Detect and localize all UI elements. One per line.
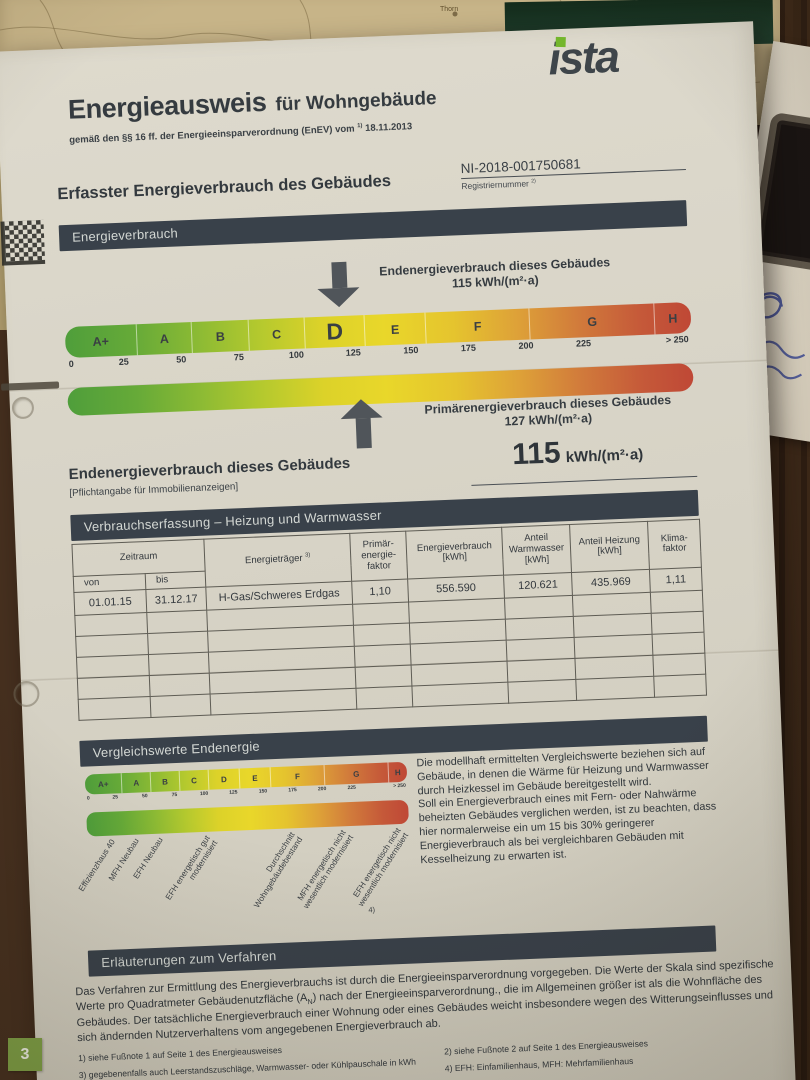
- cmp-tick: 100: [199, 790, 209, 798]
- footnotes-left: 1) siehe Fußnote 1 auf Seite 1 des Energ…: [78, 1039, 431, 1080]
- cmp-tick: 125: [229, 789, 238, 796]
- cmp-class-b: B: [149, 770, 180, 793]
- col-energietraeger-text: Energieträger: [244, 553, 303, 567]
- page-title: Energieausweis: [67, 86, 267, 125]
- cmp-class-c: C: [178, 769, 209, 791]
- arrow-shaft: [330, 261, 347, 289]
- comparison-paragraph-2: Soll ein Energieverbrauch eines mit Fern…: [417, 787, 717, 866]
- scale-class-b: B: [191, 319, 249, 354]
- cmp-footnote-mark: 4): [368, 905, 376, 915]
- arrow-shaft: [355, 417, 372, 449]
- col-primaerenergiefaktor: Primär- energie- faktor: [349, 531, 408, 581]
- scale-class-f: F: [424, 308, 531, 344]
- comparison-explanation: Die modellhaft ermittelten Vergleichswer…: [416, 745, 718, 867]
- ista-logo: ista: [547, 31, 619, 86]
- arrow-head: [317, 287, 361, 308]
- punch-hole-2: [12, 680, 40, 708]
- footnotes-right: 2) siehe Fußnote 2 auf Seite 1 des Energ…: [444, 1035, 737, 1080]
- scale-tick-max: > 250: [665, 334, 689, 345]
- col-energietraeger-sup: 3): [305, 552, 311, 560]
- cmp-tick: 175: [288, 787, 297, 794]
- cmp-class-g: G: [323, 762, 389, 786]
- arrow-head: [339, 398, 383, 420]
- scale-tick: 100: [288, 349, 305, 361]
- cmp-class-h: H: [387, 761, 408, 783]
- cmp-tick: 0: [86, 795, 90, 802]
- consumption-table: Zeitraum Energieträger 3) Primär- energi…: [71, 519, 707, 721]
- cell-heizung: 435.969: [571, 568, 651, 596]
- scale-tick: 0: [68, 358, 74, 369]
- scale-tick: 175: [460, 342, 477, 354]
- cmp-tick: 200: [317, 785, 327, 793]
- banner-energieverbrauch: Energieverbrauch: [58, 200, 688, 252]
- punch-hole: [11, 396, 35, 420]
- cmp-class-e: E: [238, 767, 271, 789]
- cell-pef: 1,10: [351, 578, 409, 604]
- scale-class-c: C: [247, 317, 305, 351]
- registration-label-text: Registriernummer: [461, 178, 530, 192]
- endenergie-unit: kWh/(m²·a): [565, 446, 644, 467]
- scale-class-h: H: [653, 301, 692, 335]
- scale-class-a-plus: A+: [92, 333, 110, 349]
- col-klimafaktor: Klima- faktor: [647, 519, 702, 569]
- endenergie-title: Endenergieverbrauch dieses Gebäudes: [68, 454, 351, 484]
- scale-class-e: E: [363, 312, 426, 347]
- document-subtitle: gemäß den §§ 16 ff. der Energieeinsparve…: [69, 121, 412, 146]
- cmp-tick: 50: [141, 793, 148, 800]
- energy-certificate-page: Energieausweis für Wohngebäude gemäß den…: [0, 21, 799, 1080]
- scale-class-a: A: [135, 322, 193, 356]
- endenergie-number: 115: [511, 436, 562, 472]
- cmp-class-a-plus: A+: [97, 779, 109, 789]
- footnote-4: 4) EFH: Einfamilienhaus, MFH: Mehrfamili…: [444, 1056, 634, 1074]
- subtitle-footnote-sup: 1): [357, 123, 363, 130]
- endenergie-arrow-label: Endenergieverbrauch dieses Gebäudes 115 …: [364, 255, 625, 296]
- cmp-class-f: F: [269, 765, 325, 788]
- registration-block: NI-2018-001750681 Registriernummer 2): [460, 152, 686, 191]
- comparison-gradient-band: [86, 799, 409, 837]
- scale-class-d-highlighted: D: [303, 315, 365, 349]
- page-number-badge: 3: [8, 1038, 42, 1071]
- section-title: Erfasster Energieverbrauch des Gebäudes: [57, 171, 392, 204]
- cmp-class-a: A: [121, 772, 151, 794]
- endenergie-subtitle: [Pflichtangabe für Immobilienanzeigen]: [69, 481, 239, 500]
- datamatrix-code-icon: [0, 219, 46, 266]
- cmp-tick-max: > 250: [393, 782, 406, 790]
- cmp-tick: 150: [258, 788, 268, 795]
- endenergie-arrow-down-icon: [316, 261, 362, 308]
- cmp-tick: 75: [171, 791, 178, 799]
- scale-tick: 150: [403, 344, 419, 356]
- scale-tick: 75: [233, 351, 245, 363]
- cmp-tick: 225: [347, 784, 357, 792]
- map-town-label-2: Thorn: [440, 6, 459, 13]
- comparison-scale: A+ A B C D E F G H 0 25 50 75 100 125 15…: [84, 761, 409, 837]
- subtitle-date: 18.11.2013: [364, 121, 413, 135]
- cmp-class-d: D: [207, 768, 240, 790]
- scale-tick: 200: [518, 340, 534, 351]
- col-energietraeger: Energieträger 3): [203, 533, 352, 587]
- scale-tick: 25: [118, 356, 129, 367]
- col-zeitraum: Zeitraum: [71, 539, 206, 577]
- registration-sup: 2): [531, 178, 536, 185]
- scale-tick: 225: [575, 338, 592, 349]
- cell-klima: 1,11: [649, 566, 703, 592]
- cell-bis: 31.12.17: [145, 586, 207, 613]
- cell-von: 01.01.15: [73, 589, 147, 616]
- document-title-row: Energieausweis für Wohngebäude: [67, 80, 437, 126]
- col-energieverbrauch: Energieverbrauch [kWh]: [405, 527, 504, 579]
- ista-logo-green-dot-icon: [555, 36, 566, 48]
- page-title-suffix: für Wohngebäude: [275, 88, 437, 116]
- cell-warmwasser: 120.621: [503, 572, 573, 598]
- cmp-tick: 25: [112, 794, 119, 801]
- subtitle-text: gemäß den §§ 16 ff. der Energieeinsparve…: [69, 123, 355, 146]
- scale-tick: 50: [176, 354, 187, 365]
- col-anteil-heizung: Anteil Heizung [kWh]: [569, 521, 650, 573]
- endenergie-underline: [471, 475, 698, 486]
- col-anteil-warmwasser: Anteil Warmwasser [kWh]: [501, 524, 572, 575]
- primaerenergie-arrow-up-icon: [339, 398, 386, 449]
- scale-tick: 125: [345, 347, 362, 358]
- endenergie-value: 115 kWh/(m²·a): [512, 433, 644, 472]
- scale-class-g: G: [528, 303, 655, 340]
